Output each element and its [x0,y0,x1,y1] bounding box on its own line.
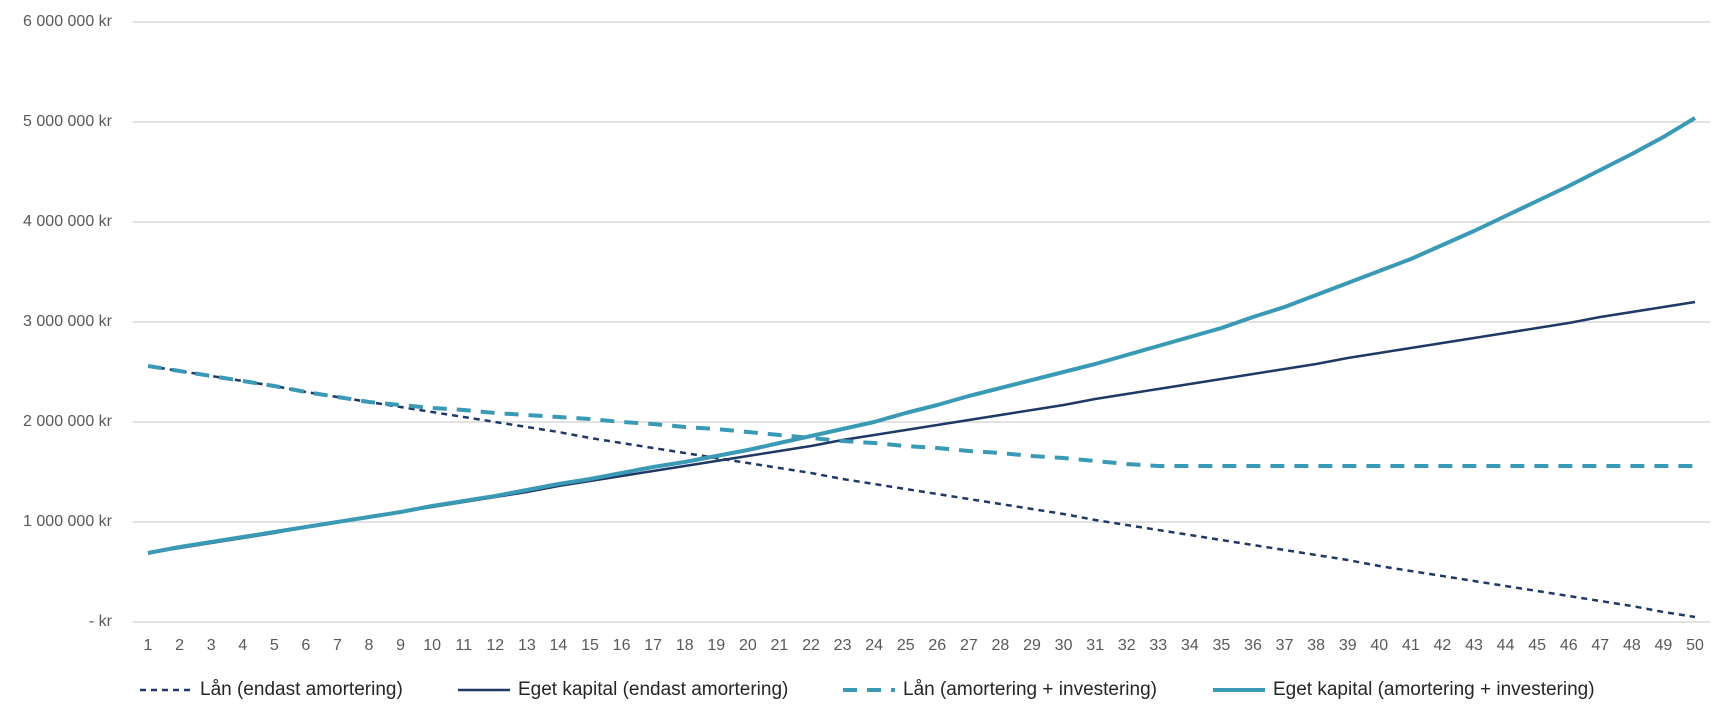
x-tick-label: 21 [771,637,789,654]
x-tick-label: 23 [834,637,852,654]
x-tick-label: 19 [707,637,725,654]
y-tick-label: 3 000 000 kr [23,313,113,330]
x-tick-label: 10 [423,637,441,654]
x-tick-label: 44 [1497,637,1515,654]
x-tick-label: 24 [865,637,883,654]
y-tick-label: 4 000 000 kr [23,213,113,230]
x-tick-label: 9 [396,637,405,654]
x-tick-label: 29 [1023,637,1041,654]
x-tick-label: 34 [1181,637,1199,654]
x-tick-label: 38 [1307,637,1325,654]
x-tick-label: 13 [518,637,536,654]
y-tick-label: 2 000 000 kr [23,413,113,430]
x-tick-label: 11 [455,637,472,654]
x-tick-label: 32 [1118,637,1136,654]
x-tick-label: 14 [550,637,568,654]
x-tick-label: 26 [928,637,946,654]
x-tick-label: 12 [486,637,504,654]
y-tick-label: 1 000 000 kr [23,513,113,530]
x-tick-label: 42 [1434,637,1452,654]
x-tick-label: 25 [897,637,915,654]
x-tick-label: 7 [333,637,342,654]
x-tick-label: 48 [1623,637,1641,654]
x-tick-label: 2 [175,637,184,654]
x-tick-label: 41 [1402,637,1420,654]
x-tick-label: 33 [1149,637,1167,654]
x-tick-label: 46 [1560,637,1578,654]
y-tick-label: 6 000 000 kr [23,13,113,30]
series-line [147,364,1695,468]
series-line [147,364,1696,619]
x-tick-label: 22 [802,637,820,654]
x-tick-label: 20 [739,637,757,654]
x-tick-label: 31 [1086,637,1104,654]
legend-label: Lån (endast amortering) [200,679,403,700]
x-tick-label: 1 [144,637,153,654]
y-tick-label: 5 000 000 kr [23,113,113,130]
x-tick-label: 15 [581,637,599,654]
x-tick-label: 16 [613,637,631,654]
x-tick-label: 17 [644,637,662,654]
x-tick-label: 37 [1276,637,1294,654]
x-tick-label: 3 [207,637,216,654]
x-tick-label: 47 [1591,637,1609,654]
legend-label: Eget kapital (amortering + investering) [1273,679,1595,700]
x-tick-label: 8 [365,637,374,654]
x-tick-label: 6 [301,637,310,654]
legend-label: Lån (amortering + investering) [903,679,1157,700]
x-tick-label: 45 [1528,637,1546,654]
x-tick-label: 4 [238,637,247,654]
x-tick-label: 5 [270,637,279,654]
legend-label: Eget kapital (endast amortering) [518,679,788,700]
x-tick-label: 49 [1655,637,1673,654]
x-tick-label: 43 [1465,637,1483,654]
x-tick-label: 30 [1055,637,1073,654]
x-tick-label: 18 [676,637,694,654]
series-line [147,116,1697,555]
x-tick-label: 27 [960,637,978,654]
x-tick-label: 50 [1686,637,1704,654]
y-tick-label: - kr [89,613,113,630]
x-tick-label: 35 [1213,637,1231,654]
x-tick-label: 28 [992,637,1010,654]
x-tick-label: 36 [1244,637,1262,654]
x-tick-label: 39 [1339,637,1357,654]
x-tick-label: 40 [1370,637,1388,654]
